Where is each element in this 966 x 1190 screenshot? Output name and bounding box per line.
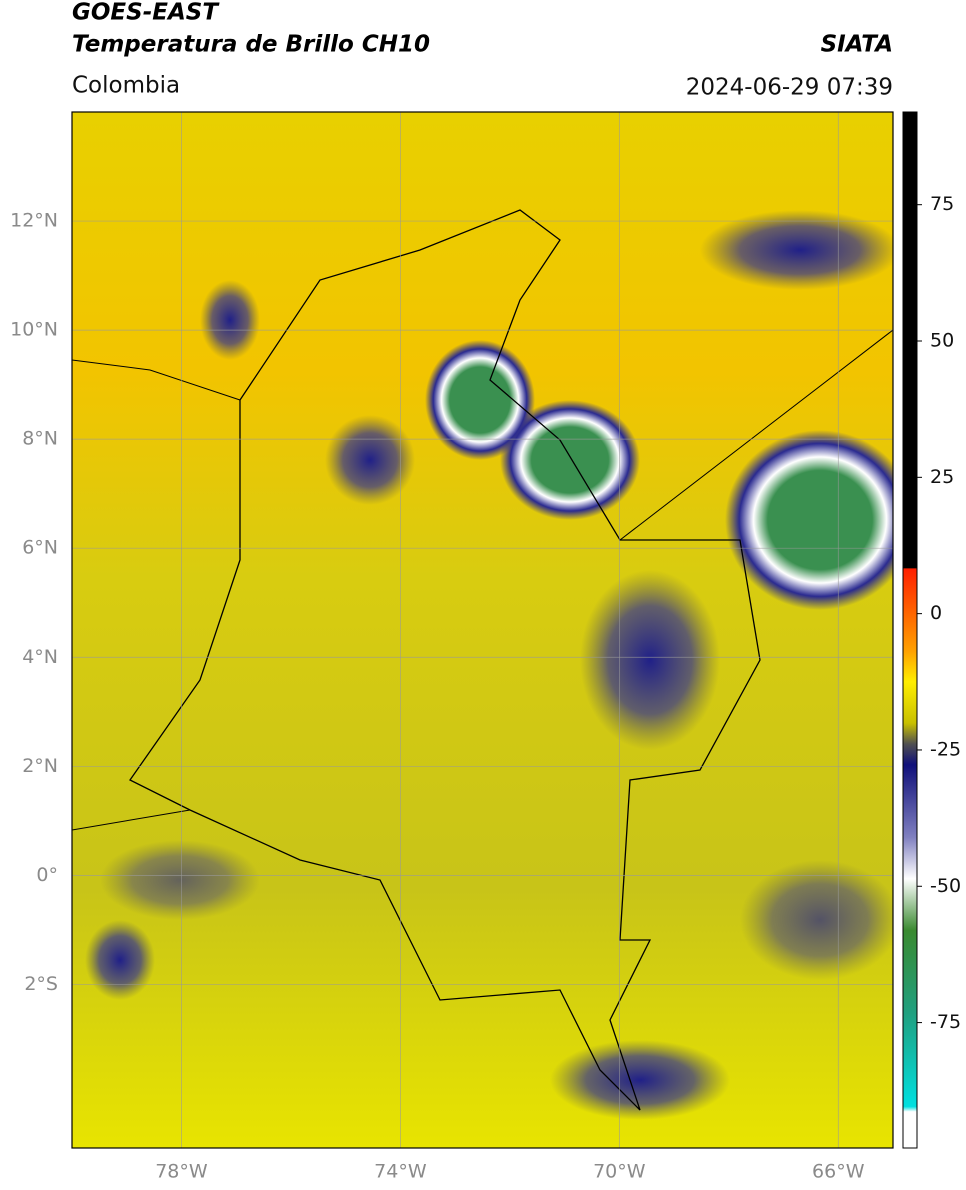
colorbar-tick-label: -75 <box>930 1011 961 1033</box>
colorbar-tick-label: -50 <box>930 875 961 897</box>
y-tick-label: 2°N <box>22 755 58 777</box>
x-tick-label: 78°W <box>155 1161 208 1183</box>
y-tick-label: 12°N <box>10 210 58 232</box>
source: SIATA <box>821 32 893 58</box>
x-tick-label: 74°W <box>374 1161 427 1183</box>
y-tick-label: 6°N <box>22 537 58 559</box>
colorbar-tick-label: 75 <box>930 193 954 215</box>
colorbar-tick-label: 25 <box>930 466 954 488</box>
x-tick-label: 70°W <box>593 1161 646 1183</box>
title: GOES-EAST <box>72 0 220 26</box>
colorbar <box>902 111 918 1149</box>
y-tick-label: 10°N <box>10 319 58 341</box>
y-tick-label: 0° <box>36 864 58 886</box>
x-tick-label: 66°W <box>812 1161 865 1183</box>
region: Colombia <box>72 73 180 99</box>
y-tick-label: 8°N <box>22 428 58 450</box>
map-frame <box>71 111 894 1149</box>
datetime: 2024-06-29 07:39 <box>686 75 893 101</box>
colorbar-tick-label: 50 <box>930 330 954 352</box>
colorbar-tick-label: -25 <box>930 738 961 760</box>
subtitle: Temperatura de Brillo CH10 <box>72 32 430 58</box>
map-image <box>72 112 893 1148</box>
y-tick-label: 2°S <box>24 973 58 995</box>
colorbar-tick-label: 0 <box>930 602 942 624</box>
y-tick-label: 4°N <box>22 646 58 668</box>
